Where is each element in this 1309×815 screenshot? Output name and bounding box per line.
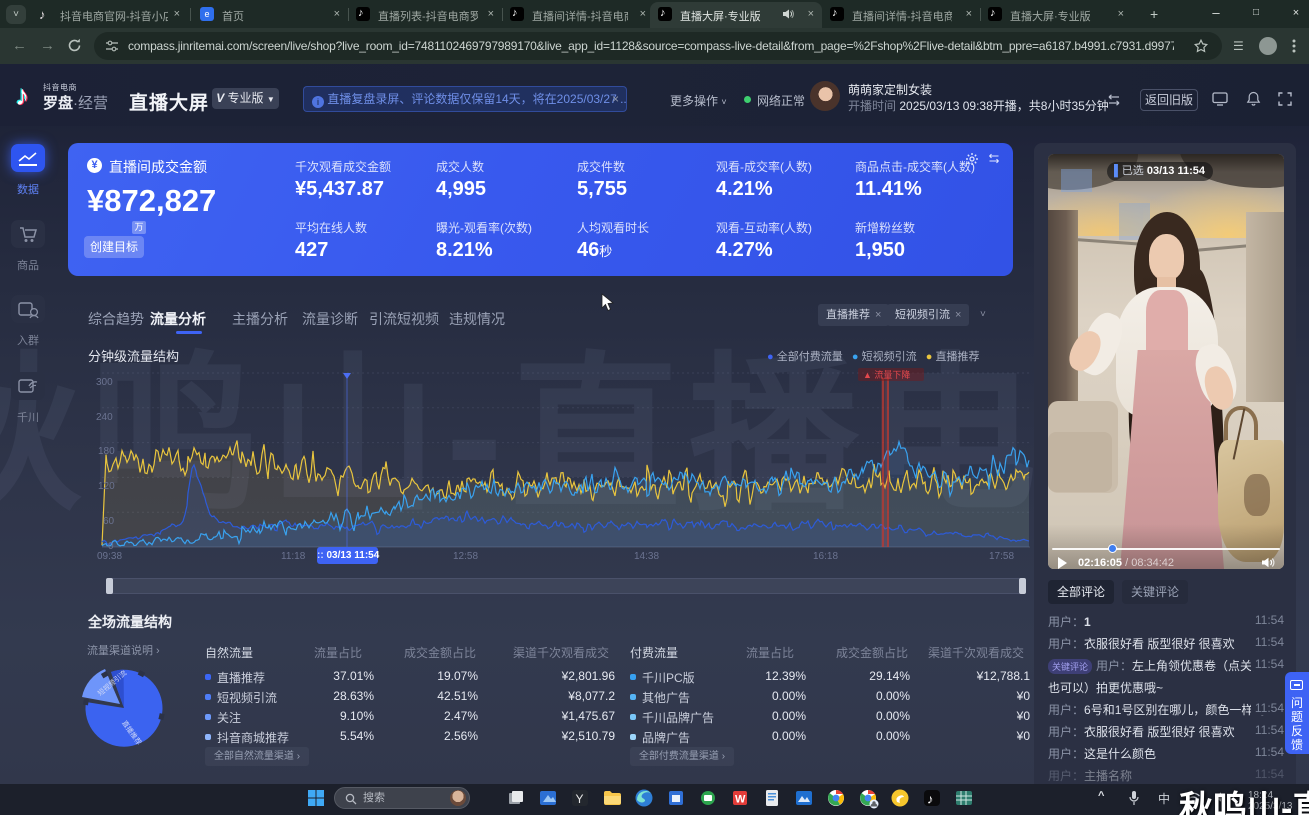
svg-text:♪: ♪ xyxy=(39,7,46,21)
svg-text:♪: ♪ xyxy=(16,81,30,109)
svg-text:♪: ♪ xyxy=(15,80,29,109)
svg-text:♪: ♪ xyxy=(14,79,28,109)
svg-text:▲ 流量下降: ▲ 流量下降 xyxy=(863,369,910,380)
svg-text:Y: Y xyxy=(576,792,584,806)
svg-text:W: W xyxy=(735,794,746,806)
svg-text:♪: ♪ xyxy=(927,792,934,807)
